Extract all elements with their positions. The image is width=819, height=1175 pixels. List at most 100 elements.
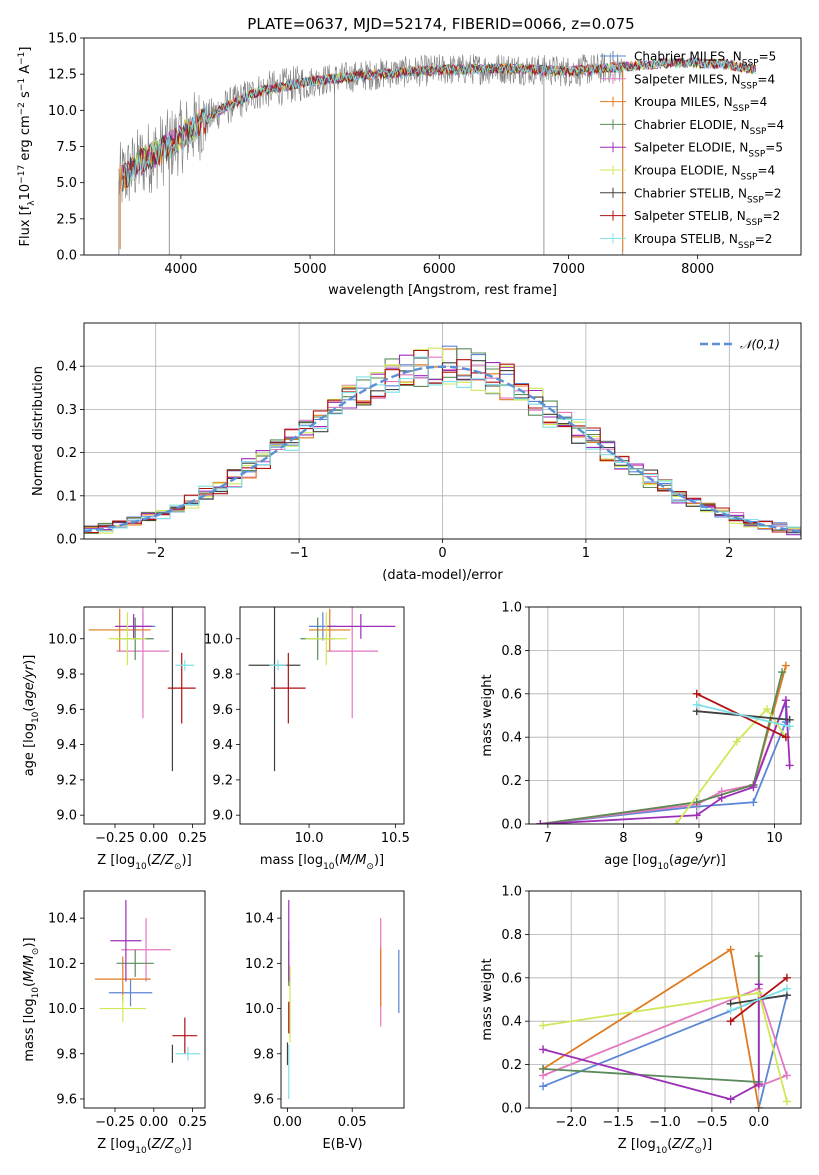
label-part: ( bbox=[22, 707, 37, 712]
label-part: 10 bbox=[18, 184, 33, 201]
label-part: SSP bbox=[733, 104, 750, 114]
x-tick-label: −2.0 bbox=[555, 1115, 587, 1130]
x-tick-label: 8000 bbox=[681, 262, 714, 277]
label-part: SSP bbox=[747, 195, 764, 205]
y-tick-label: 10.0 bbox=[204, 632, 233, 647]
label-part: Chabrier STELIB, N bbox=[634, 186, 747, 200]
legend-label-salpeter-elodie: Salpeter ELODIE, NSSP=5 bbox=[634, 141, 783, 160]
series-salpeter-elodie bbox=[542, 984, 760, 1101]
spectrum-model-salpeter-stelib bbox=[122, 57, 757, 188]
marker-kroupa-stelib bbox=[782, 984, 791, 993]
marker-chabrier-elodie bbox=[692, 798, 701, 807]
label-part: )] bbox=[22, 655, 37, 665]
label-part: log bbox=[638, 853, 658, 868]
marker-salpeter-stelib bbox=[726, 1017, 735, 1026]
x-tick-label: 10 bbox=[766, 831, 783, 846]
label-part: )] bbox=[374, 853, 384, 868]
x-tick-label: 7000 bbox=[552, 262, 585, 277]
y-tick-label: 9.8 bbox=[212, 668, 233, 683]
y-tick-label: 0.4 bbox=[501, 1015, 522, 1030]
y-tick-label: 0.0 bbox=[56, 249, 77, 264]
series-chabrier-elodie bbox=[540, 671, 783, 824]
x-tick-label: 0.00 bbox=[273, 1115, 302, 1130]
label-part: wavelength [Angstrom, rest frame] bbox=[328, 283, 557, 298]
y-tick-label: 9.2 bbox=[56, 773, 77, 788]
marker-salpeter-elodie bbox=[754, 980, 763, 989]
x-tick-label: 0 bbox=[438, 546, 446, 561]
y-tick-label: 0.2 bbox=[501, 774, 522, 789]
marker-kroupa-elodie bbox=[539, 1021, 548, 1030]
y-tick-label: 9.0 bbox=[56, 809, 77, 824]
x-tick-label: 9 bbox=[695, 831, 703, 846]
label-part: λ bbox=[27, 200, 37, 206]
age-vs-mass-xlabel: mass [log10(M/M⊙)] bbox=[260, 853, 384, 872]
label-part: )] bbox=[182, 853, 192, 868]
y-tick-label: 0.0 bbox=[56, 533, 77, 548]
x-tick-label: −1.0 bbox=[649, 1115, 681, 1130]
histogram-ylabel: Normed distribution bbox=[31, 366, 46, 496]
x-tick-label: 5000 bbox=[294, 262, 327, 277]
spectrum-xlabel: wavelength [Angstrom, rest frame] bbox=[328, 283, 557, 298]
label-part: E(B-V) bbox=[322, 1137, 362, 1152]
label-part: =2 bbox=[764, 186, 782, 200]
residual-histogram-plot-area bbox=[84, 345, 801, 538]
label-part: SSP bbox=[750, 127, 767, 137]
marker-chabrier-miles bbox=[749, 798, 758, 807]
x-tick-label: 6000 bbox=[423, 262, 456, 277]
label-part: ( bbox=[147, 853, 152, 868]
label-part: Z [ bbox=[97, 1137, 115, 1152]
series-salpeter-elodie bbox=[540, 699, 791, 824]
label-part: =4 bbox=[766, 118, 784, 132]
y-tick-label: 9.8 bbox=[56, 1047, 77, 1062]
marker-salpeter-stelib bbox=[782, 973, 791, 982]
label-part: Kroupa ELODIE, N bbox=[634, 164, 741, 178]
age-vs-mass-frame bbox=[239, 606, 405, 825]
label-part: log bbox=[636, 1137, 656, 1152]
legend-label-kroupa-elodie: Kroupa ELODIE, NSSP=4 bbox=[634, 164, 775, 183]
age-vs-mass-panel: 10.0 10.5 9.0 9.2 9.4 9.6 9.8 10.0 mass [log10(M… bbox=[204, 606, 410, 872]
x-tick-label: 2 bbox=[725, 546, 733, 561]
series-kroupa-stelib bbox=[696, 703, 790, 728]
x-tick-label: 4000 bbox=[164, 262, 197, 277]
x-tick-label: 0.05 bbox=[338, 1115, 367, 1130]
series-salpeter-miles bbox=[542, 987, 789, 1088]
label-part: Flux [f bbox=[18, 205, 33, 246]
label-part: 10 bbox=[31, 711, 41, 723]
label-part: A bbox=[18, 65, 33, 78]
label-part: Kroupa STELIB, N bbox=[634, 232, 738, 246]
y-tick-label: 12.5 bbox=[48, 68, 77, 83]
y-tick-label: 1.0 bbox=[501, 885, 522, 900]
x-tick-label: −0.5 bbox=[696, 1115, 728, 1130]
label-part: =5 bbox=[765, 141, 783, 155]
legend-label-chabrier-miles: Chabrier MILES, NSSP=5 bbox=[634, 50, 776, 69]
mass-vs-Z-plot-area bbox=[94, 900, 201, 1063]
marker-kroupa-stelib bbox=[785, 722, 794, 731]
y-tick-label: 9.6 bbox=[253, 1092, 274, 1107]
histogram-frame bbox=[83, 322, 802, 540]
x-tick-label: −2 bbox=[146, 546, 165, 561]
y-tick-label: 10.0 bbox=[245, 1002, 274, 1017]
y-tick-label: 2.5 bbox=[56, 212, 77, 227]
marker-salpeter-elodie bbox=[785, 761, 794, 770]
label-part: ⊙ bbox=[31, 948, 41, 956]
label-part: Salpeter ELODIE, N bbox=[634, 141, 748, 155]
y-tick-label: 0.8 bbox=[501, 928, 522, 943]
label-part: ⊙ bbox=[174, 862, 182, 872]
age-vs-Z-xlabel: Z [log10(Z/Z⊙)] bbox=[97, 853, 191, 872]
series-kroupa-stelib bbox=[730, 987, 788, 1012]
marker-salpeter-elodie bbox=[749, 783, 758, 792]
y-tick-label: 9.6 bbox=[56, 1092, 77, 1107]
mass-weight-vs-Z-panel: −2.0 −1.5 −1.0 −0.5 0.0 0.0 0.2 0.4 0.6 0.8 1.0 Z [… bbox=[480, 885, 802, 1156]
label-part: 10 bbox=[135, 862, 147, 872]
y-tick-label: 9.8 bbox=[253, 1047, 274, 1062]
label-part: −2 bbox=[17, 102, 27, 115]
spectrum-ylabel: Flux [fλ10−17 erg cm−2 s−1 A−1] bbox=[17, 47, 37, 247]
age-vs-Z-panel: −0.25 0.00 0.259.09.29.49.69.810.0Z [log10… bbox=[22, 606, 207, 872]
marker-salpeter-elodie bbox=[692, 811, 701, 820]
y-tick-label: 0.1 bbox=[56, 489, 77, 504]
mass-vs-EBV-xlabel: E(B-V) bbox=[322, 1137, 362, 1152]
marker-salpeter-elodie bbox=[781, 696, 790, 705]
label-part: )] bbox=[702, 1137, 712, 1152]
x-tick-label: 0.25 bbox=[178, 831, 207, 846]
